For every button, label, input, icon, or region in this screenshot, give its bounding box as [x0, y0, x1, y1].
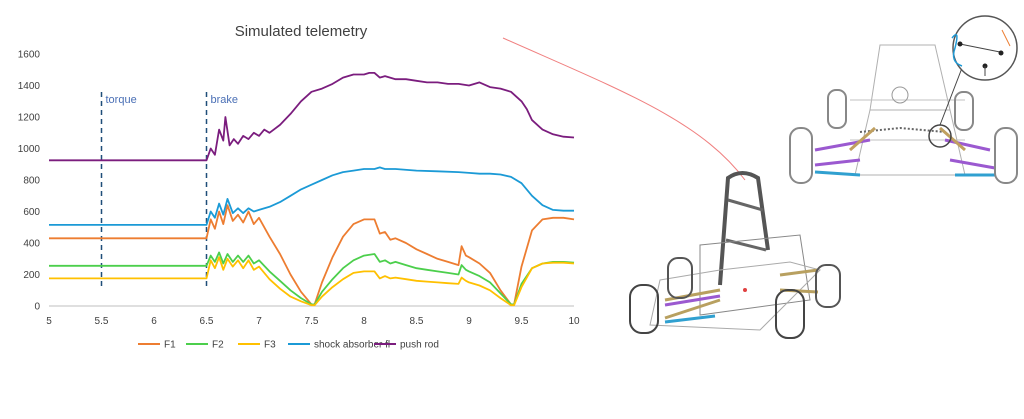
race-car-illustration — [629, 171, 841, 339]
y-tick-label: 1000 — [18, 144, 41, 155]
legend-label: F1 — [164, 340, 176, 351]
series-lines — [49, 72, 575, 307]
y-tick-label: 800 — [23, 176, 40, 187]
y-tick-label: 1400 — [18, 81, 41, 92]
marker-label-brake: brake — [211, 94, 239, 106]
x-tick-label: 7 — [256, 316, 262, 327]
x-tick-label: 5 — [46, 316, 52, 327]
x-tick-label: 10 — [568, 316, 580, 327]
x-tick-label: 9.5 — [515, 316, 529, 327]
y-tick-label: 1600 — [18, 50, 41, 61]
legend-label: F2 — [212, 340, 224, 351]
front-suspension-illustration — [789, 44, 1018, 184]
y-tick-label: 200 — [23, 270, 40, 281]
x-tick-label: 8.5 — [410, 316, 424, 327]
chart-title: Simulated telemetry — [235, 23, 368, 40]
x-tick-label: 6.5 — [200, 316, 214, 327]
legend-label: push rod — [400, 340, 439, 351]
x-tick-label: 9 — [466, 316, 472, 327]
pointer-curve — [502, 37, 746, 181]
legend-label: F3 — [264, 340, 276, 351]
event-markers: torque brake — [100, 92, 239, 290]
legend-label: shock absorber fl — [314, 340, 390, 351]
y-tick-label: 1200 — [18, 113, 41, 124]
series-line-f3 — [49, 256, 575, 307]
series-line-f1 — [49, 204, 575, 306]
zoom-callout — [951, 15, 1018, 81]
series-line-push-rod — [49, 72, 575, 162]
x-tick-label: 7.5 — [305, 316, 319, 327]
x-tick-label: 8 — [361, 316, 367, 327]
axes: 0 200 400 600 800 1000 1200 1400 1600 5 5.5 6 6.5 7 7.… — [18, 50, 580, 328]
y-tick-label: 600 — [23, 207, 40, 218]
y-tick-label: 0 — [34, 302, 40, 313]
y-tick-label: 400 — [23, 239, 40, 250]
chart-legend: F1 F2 F3 shock absorber fl push rod — [138, 340, 439, 351]
x-tick-label: 6 — [151, 316, 157, 327]
marker-label-torque: torque — [106, 94, 137, 106]
x-tick-label: 5.5 — [95, 316, 109, 327]
series-line-f2 — [49, 251, 575, 306]
series-line-shock-absorber-fl — [49, 166, 574, 226]
